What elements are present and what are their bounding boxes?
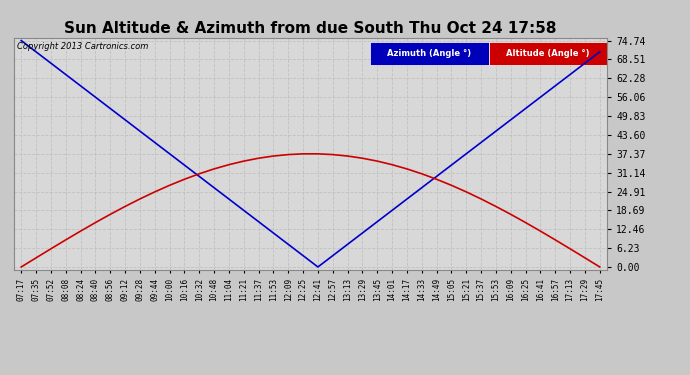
Bar — [489, 42, 607, 65]
Title: Sun Altitude & Azimuth from due South Thu Oct 24 17:58: Sun Altitude & Azimuth from due South Th… — [64, 21, 557, 36]
Text: Copyright 2013 Cartronics.com: Copyright 2013 Cartronics.com — [17, 42, 148, 51]
Text: Altitude (Angle °): Altitude (Angle °) — [506, 49, 590, 58]
Bar — [370, 42, 489, 65]
Text: Azimuth (Angle °): Azimuth (Angle °) — [387, 49, 471, 58]
